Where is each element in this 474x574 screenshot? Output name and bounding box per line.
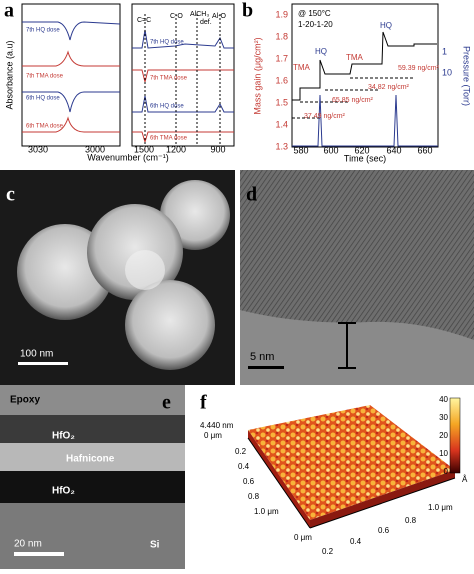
frame <box>291 3 439 148</box>
mass-curve <box>292 31 437 101</box>
tick-label: 20 <box>439 431 448 440</box>
label: 5 nm <box>250 351 274 363</box>
label: 6th TMA dose <box>150 136 188 142</box>
tick-label: 40 <box>439 395 448 404</box>
tick-label: 0.2 <box>322 547 334 556</box>
tick-label: 0.6 <box>243 477 255 486</box>
label: HfO₂ <box>52 486 75 497</box>
tick-label: 0.2 <box>235 447 247 456</box>
tick-label: 1.5 <box>275 97 288 107</box>
label: Epoxy <box>10 395 40 406</box>
panel-label: e <box>162 392 171 414</box>
tick-label: 3000 <box>85 144 105 154</box>
panel-label: b <box>242 0 253 22</box>
panel-f <box>247 397 461 529</box>
axis-title: Mass gain (μg/cm²) <box>252 37 262 114</box>
tick-label: 1200 <box>166 144 186 154</box>
label: AlCH₃ <box>190 11 209 18</box>
frame <box>21 3 121 147</box>
label: 7th HQ dose <box>150 40 184 46</box>
tick-label: 0 <box>444 467 449 476</box>
label: 7th TMA dose <box>150 76 188 82</box>
panel-label: a <box>4 0 14 22</box>
label: 6th HQ dose <box>26 96 60 102</box>
label: 0 μm <box>294 533 312 542</box>
tick-label: 580 <box>293 145 308 155</box>
label: TMA <box>293 63 311 72</box>
label: HQ <box>315 47 327 56</box>
label: 1-20-1-20 <box>298 20 333 29</box>
curve <box>22 116 120 133</box>
axis-title: Absorbance (a.u) <box>4 40 14 109</box>
tick-label: 660 <box>417 145 432 155</box>
label: 59.39 ng/cm² <box>398 65 440 72</box>
label: C-O <box>170 13 183 20</box>
tick-label: 0.8 <box>405 516 417 525</box>
label: TMA <box>346 53 364 62</box>
curve <box>132 95 234 113</box>
axis-title: Pressure (Torr) <box>462 46 472 106</box>
tick-label: 30 <box>439 413 448 422</box>
curve <box>22 91 120 113</box>
label: 0 μm <box>204 431 222 440</box>
tick-label: 0.8 <box>248 492 260 501</box>
panel-e <box>0 385 185 569</box>
tick-label: 1.4 <box>275 119 288 129</box>
tick-label: 0.6 <box>378 526 390 535</box>
label: Å <box>462 475 468 484</box>
tick-label: 1.6 <box>275 75 288 85</box>
tick-label: 1.3 <box>275 141 288 151</box>
tick-label: 0.4 <box>238 462 250 471</box>
label: C=C <box>137 17 151 24</box>
tick-label: 1.0 μm <box>254 507 279 516</box>
pressure-curve <box>292 94 438 147</box>
tick-label: 1500 <box>134 144 154 154</box>
panel-label: d <box>246 184 257 206</box>
tick-label: 620 <box>354 145 369 155</box>
label: 100 nm <box>20 349 53 360</box>
curve <box>22 50 120 67</box>
tick-label: 3030 <box>28 144 48 154</box>
panel-label: f <box>200 392 207 414</box>
panel-a <box>21 3 235 147</box>
label: 7th TMA dose <box>26 74 64 80</box>
tick-label: 640 <box>386 145 401 155</box>
axis-title: Wavenumber (cm⁻¹) <box>87 152 168 162</box>
curve <box>132 29 234 49</box>
tick-label: 1.9 <box>275 9 288 19</box>
label: Si <box>150 540 160 551</box>
axis-title: Time (sec) <box>344 153 386 163</box>
tick-label: 10 <box>442 67 452 77</box>
panel-b <box>291 3 439 148</box>
surface <box>248 405 455 520</box>
label: 7th HQ dose <box>26 28 60 34</box>
panel-d <box>240 170 474 385</box>
panel-c <box>0 170 235 385</box>
label: def. <box>200 19 212 26</box>
tick-label: 900 <box>210 144 225 154</box>
tick-label: 10 <box>439 449 448 458</box>
frame <box>131 3 235 147</box>
label: 6th HQ dose <box>150 104 184 110</box>
curve <box>22 21 121 41</box>
label: 6th TMA dose <box>26 124 64 130</box>
label: HfO₂ <box>52 431 75 442</box>
label: 37.49 ng/cm² <box>304 113 346 120</box>
tick-label: 1.0 μm <box>428 503 453 512</box>
label: @ 150°C <box>298 9 331 18</box>
label: Al-O <box>212 13 227 20</box>
panel-label: c <box>6 184 15 206</box>
label: Hafnicone <box>66 454 115 465</box>
tick-label: 0.4 <box>350 537 362 546</box>
tick-label: 1 <box>442 46 447 56</box>
tick-label: 1.8 <box>275 31 288 41</box>
label: HQ <box>380 21 392 30</box>
tick-label: 600 <box>323 145 338 155</box>
label: 4.440 nm <box>200 421 234 430</box>
tick-label: 1.7 <box>275 53 288 63</box>
label: 20 nm <box>14 539 42 550</box>
label: 65.85 ng/cm² <box>332 97 374 104</box>
label: 34.82 ng/cm² <box>368 84 410 91</box>
